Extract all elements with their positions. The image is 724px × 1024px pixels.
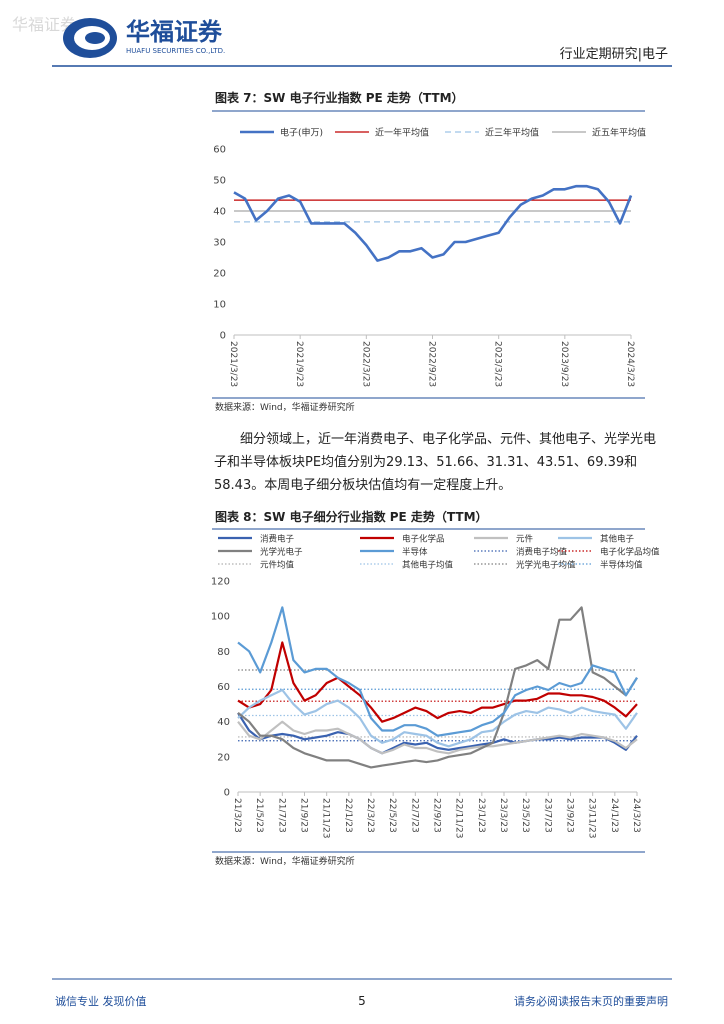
legend-label: 其他电子均值 [402,560,454,571]
y-tick-label: 40 [217,717,230,728]
x-tick-label: 21/9/23 [299,798,309,833]
y-tick-label: 80 [217,647,230,658]
figure-source: 数据来源：Wind，华福证券研究所 [215,401,355,413]
legend-label: 近一年平均值 [375,127,429,139]
x-tick-label: 21/3/23 [232,798,242,833]
legend-label: 光学光电子均值 [516,560,576,571]
x-tick-label: 22/11/23 [454,798,464,838]
x-tick-label: 22/1/23 [343,798,353,833]
figure-title: 图表 8：SW 电子细分行业指数 PE 走势（TTM） [215,509,488,524]
legend-label: 电子化学品 [402,534,445,545]
figure-title: 图表 7：SW 电子行业指数 PE 走势（TTM） [215,90,464,105]
legend-label: 其他电子 [600,534,635,545]
x-tick-label: 23/9/23 [565,798,575,833]
legend-label: 元件 [516,534,534,545]
logo-name: 华福证券 [126,18,223,46]
legend-label: 电子化学品均值 [600,547,660,558]
figure-source: 数据来源：Wind，华福证券研究所 [215,855,355,867]
series-line [237,712,638,755]
x-tick-label: 24/1/23 [609,798,619,833]
x-tick-label: 22/5/23 [387,798,397,833]
legend-label: 半导体 [402,547,428,558]
x-tick-label: 23/5/23 [520,798,530,833]
y-tick-label: 100 [211,612,230,623]
legend-label: 光学光电子 [260,547,303,558]
y-tick-label: 120 [211,577,230,588]
x-tick-label: 23/7/23 [542,798,552,833]
y-tick-label: 20 [217,752,230,763]
series-line [237,720,638,755]
y-tick-label: 0 [224,788,230,799]
legend-label: 近三年平均值 [485,127,539,139]
x-tick-label: 2022/3/23 [360,341,370,387]
y-tick-label: 60 [217,682,230,693]
x-tick-label: 24/3/23 [631,798,641,833]
legend-label: 消费电子均值 [516,547,568,558]
y-tick-label: 40 [213,207,226,218]
x-tick-label: 23/1/23 [476,798,486,833]
logo-subtitle: HUAFU SECURITIES CO.,LTD. [126,47,225,55]
series-line [237,606,638,769]
watermark: 华福证券 [12,15,76,34]
series-line [237,641,638,723]
footer-slogan: 诚信专业 发现价值 [55,994,147,1008]
x-tick-label: 2021/9/23 [294,341,304,387]
y-tick-label: 60 [213,145,226,156]
report-type: 行业定期研究|电子 [560,47,668,62]
y-tick-label: 30 [213,238,226,249]
x-tick-label: 23/3/23 [498,798,508,833]
legend-label: 近五年平均值 [592,127,646,139]
legend-label: 消费电子 [260,534,295,545]
series-line [237,606,638,737]
x-tick-label: 2022/9/23 [427,341,437,387]
x-tick-label: 22/9/23 [432,798,442,833]
y-tick-label: 0 [220,331,226,342]
series-line [237,688,638,748]
legend-label: 半导体均值 [600,560,643,571]
y-tick-label: 10 [213,300,226,311]
y-tick-label: 20 [213,269,226,280]
x-tick-label: 2023/9/23 [559,341,569,387]
series-line [233,184,633,262]
y-tick-label: 50 [213,176,226,187]
x-tick-label: 21/7/23 [276,798,286,833]
x-tick-label: 21/11/23 [321,798,331,838]
x-tick-label: 23/11/23 [587,798,597,838]
x-tick-label: 22/7/23 [409,798,419,833]
x-tick-label: 2021/3/23 [228,341,238,387]
footer-disclaimer: 请务必阅读报告末页的重要声明 [514,994,668,1008]
legend-label: 元件均值 [260,560,295,571]
x-tick-label: 22/3/23 [365,798,375,833]
legend-label: 电子(申万) [280,127,323,139]
logo-mark [63,18,117,58]
x-tick-label: 2023/3/23 [493,341,503,387]
x-tick-label: 21/5/23 [254,798,264,833]
body-paragraph: 细分领域上，近一年消费电子、电子化学品、元件、其他电子、光学光电子和半导体板块P… [214,432,657,493]
x-tick-label: 2024/3/23 [625,341,635,387]
page-number: 5 [358,994,366,1008]
